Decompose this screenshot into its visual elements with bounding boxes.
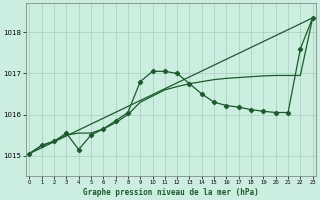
- X-axis label: Graphe pression niveau de la mer (hPa): Graphe pression niveau de la mer (hPa): [83, 188, 259, 197]
